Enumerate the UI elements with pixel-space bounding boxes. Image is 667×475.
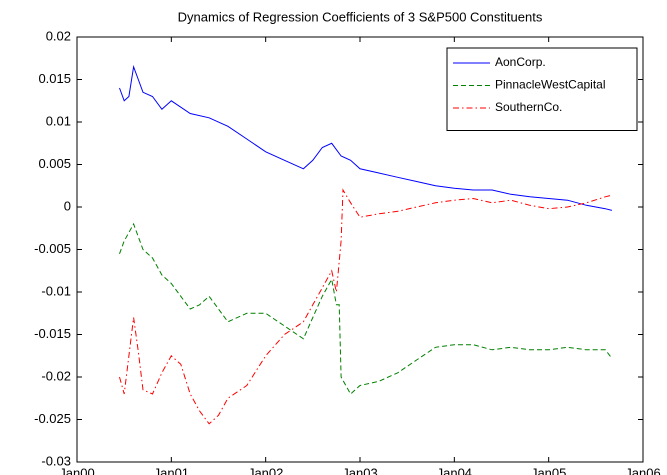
legend-label: AonCorp. <box>495 55 546 69</box>
y-tick-label: -0.005 <box>34 241 71 256</box>
plot-frame <box>76 36 644 463</box>
x-tick-label: Jan01 <box>154 465 189 475</box>
legend-label: PinnacleWestCapital <box>495 78 606 92</box>
y-tick-label: 0.005 <box>38 156 71 171</box>
series-line <box>119 188 613 425</box>
y-tick-label: -0.03 <box>41 453 71 468</box>
x-tick-label: Jan02 <box>248 465 283 475</box>
series-line <box>119 64 613 211</box>
y-tick-label: 0.01 <box>46 113 71 128</box>
y-tick-label: -0.01 <box>41 283 71 298</box>
x-tick-label: Jan04 <box>437 465 472 475</box>
legend-box <box>446 47 638 131</box>
legend-label: SouthernCo. <box>495 100 562 114</box>
series-line <box>119 222 613 395</box>
x-tick-label: Jan06 <box>625 465 660 475</box>
x-tick-label: Jan05 <box>531 465 566 475</box>
chart-title: Dynamics of Regression Coefficients of 3… <box>178 9 543 24</box>
y-tick-label: -0.02 <box>41 368 71 383</box>
y-tick-label: 0 <box>64 198 71 213</box>
y-tick-label: -0.015 <box>34 326 71 341</box>
y-tick-label: 0.015 <box>38 71 71 86</box>
x-tick-label: Jan03 <box>342 465 377 475</box>
x-tick-label: Jan00 <box>59 465 94 475</box>
y-tick-label: 0.02 <box>46 28 71 43</box>
y-tick-label: -0.025 <box>34 411 71 426</box>
